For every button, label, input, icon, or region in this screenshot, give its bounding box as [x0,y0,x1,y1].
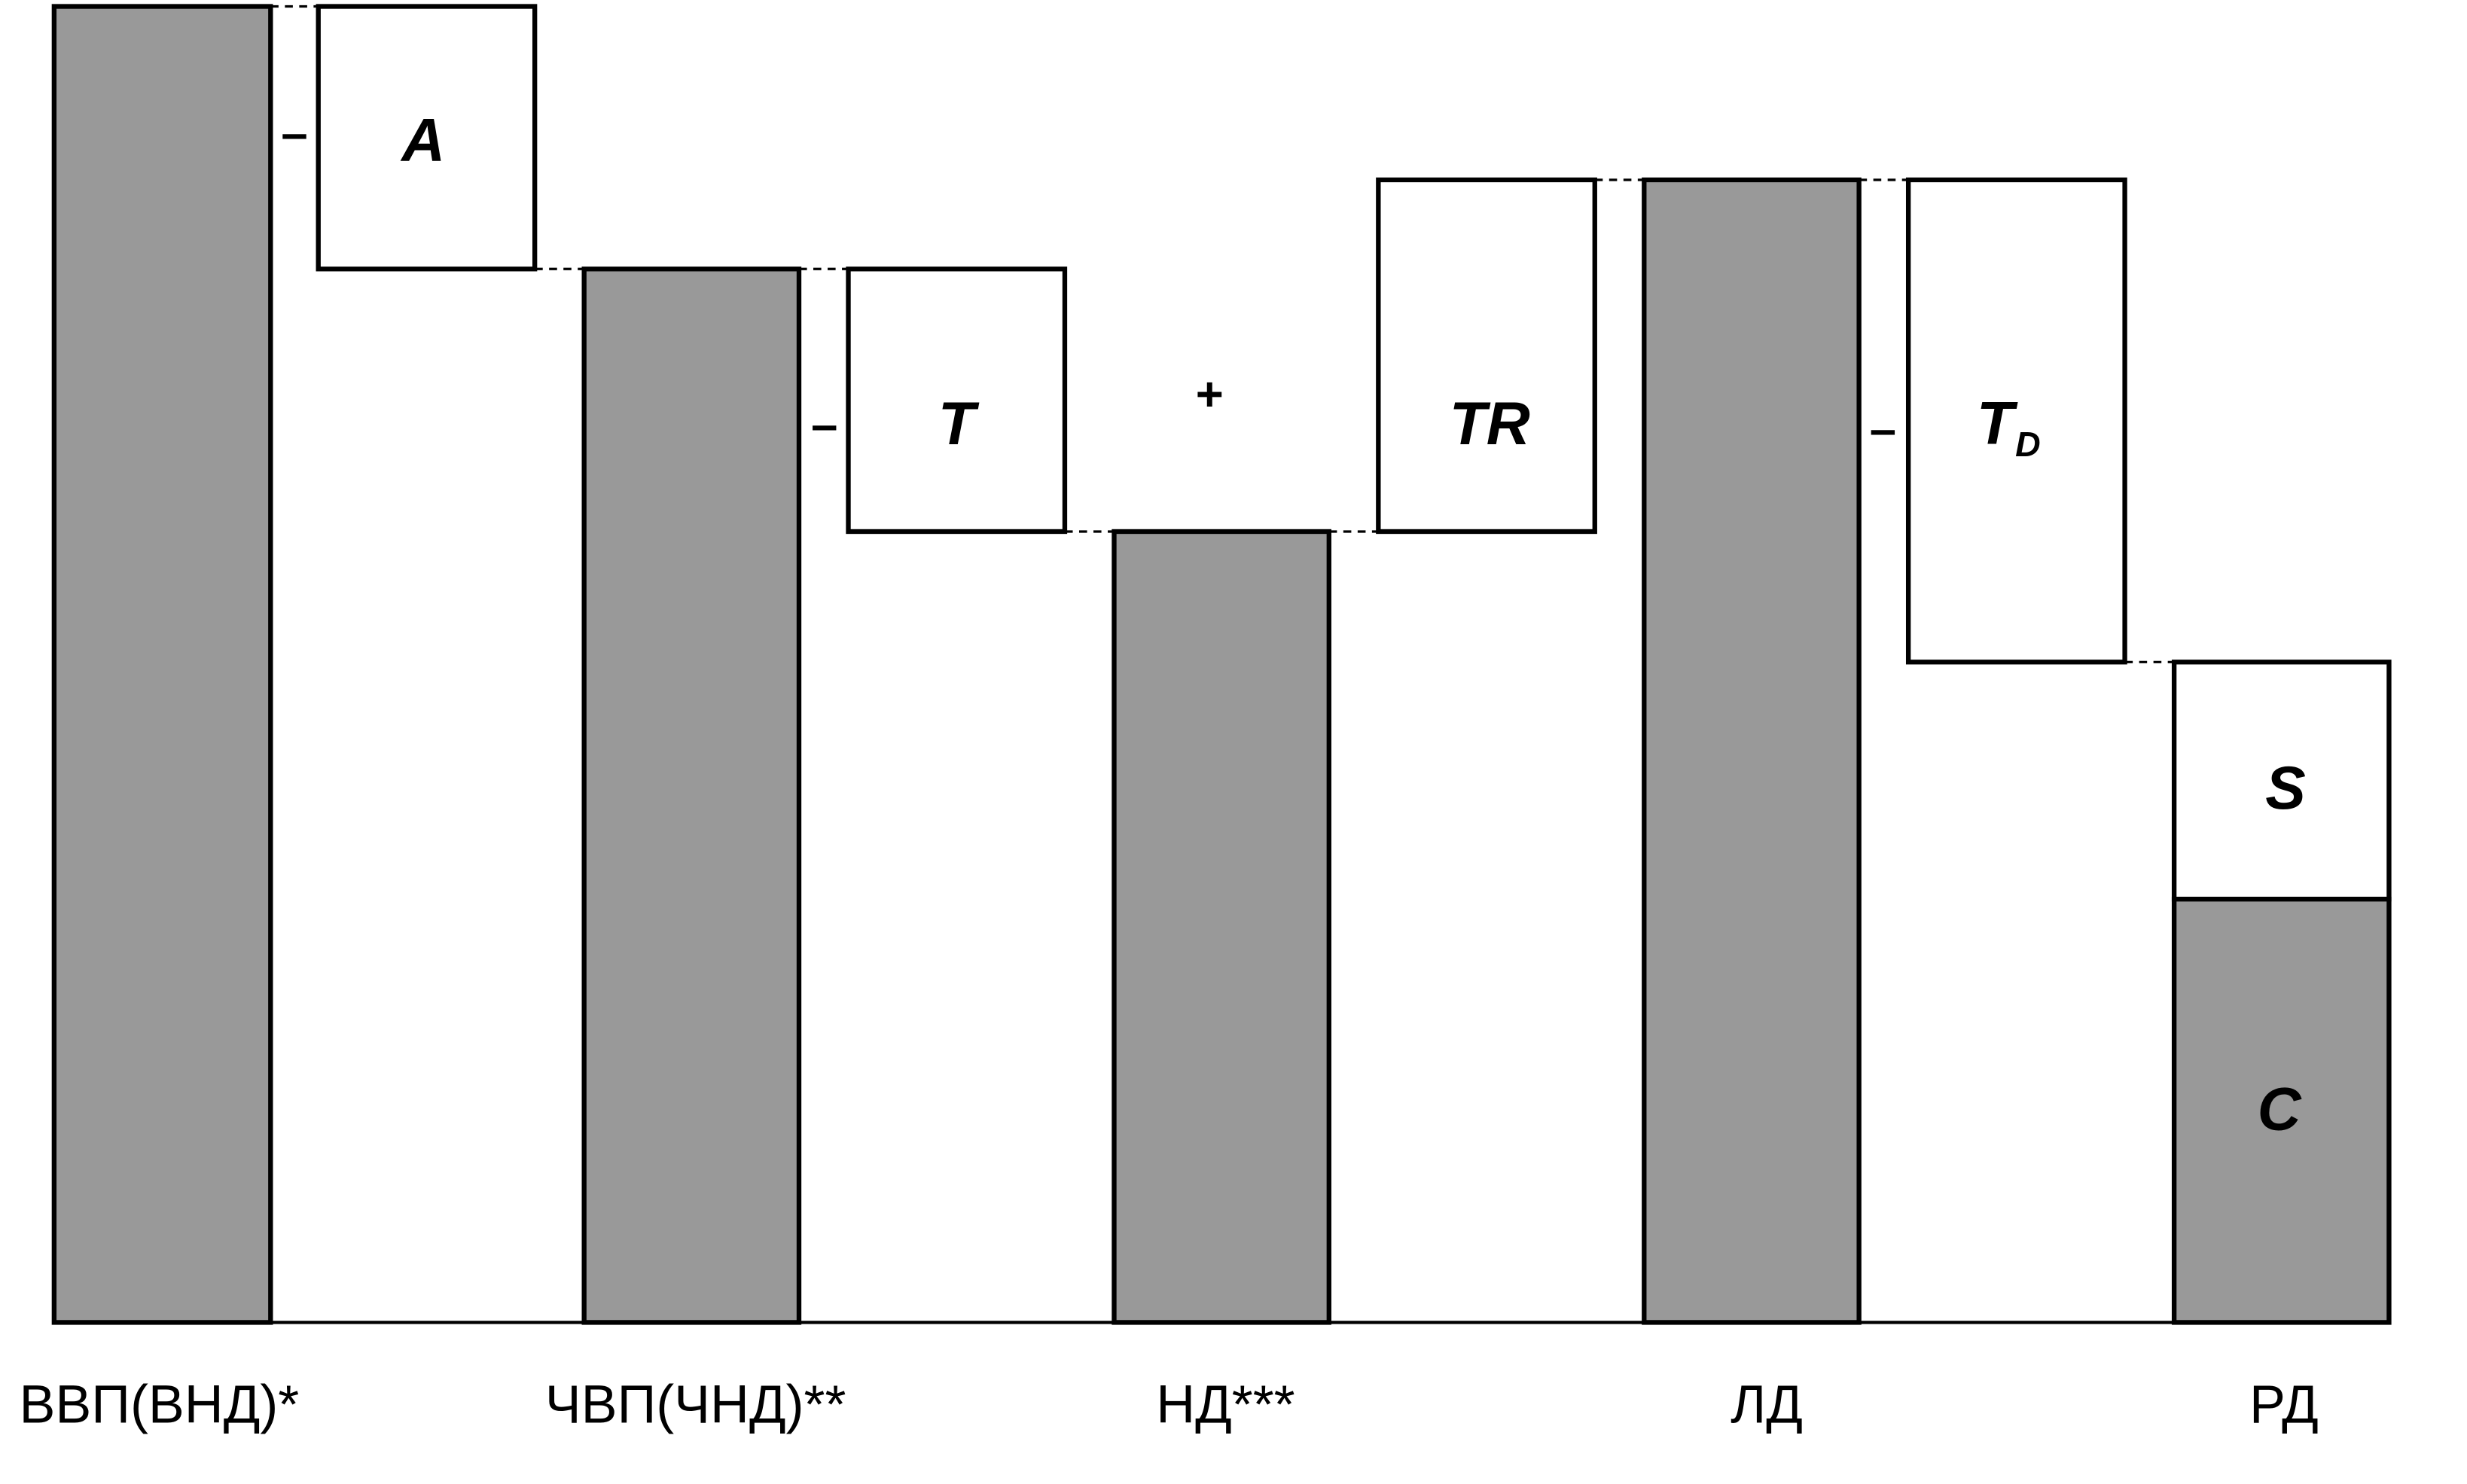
bar-label: ЧВП(ЧНД)** [545,1375,846,1435]
bar [1642,177,1862,1325]
operator: – [281,108,307,160]
bar [581,267,802,1325]
symbol: T [1977,390,2018,458]
box-symbol: TR [1450,390,1530,458]
connectors [270,5,2175,663]
box-symbol: TD [1977,390,2041,464]
bar-label: РД [2249,1375,2319,1435]
bar-part-consumption [2171,897,2392,1325]
subscript: D [2015,425,2041,464]
part-symbol: C [2258,1076,2302,1144]
part-symbol: S [2265,754,2306,822]
box [846,267,1068,535]
bar-label: ЛД [1731,1375,1803,1435]
box [316,4,538,272]
operator: – [1870,404,1896,456]
operator: + [1196,368,1224,421]
bar-label: ВВП(ВНД)* [19,1375,299,1435]
bar [1112,529,1331,1325]
box-symbol: A [400,107,445,175]
box-symbol: T [938,390,980,458]
bar-label: НД*** [1156,1375,1294,1435]
box [1905,177,2127,665]
box [1376,177,1597,535]
bar [51,4,273,1325]
operator: – [811,398,837,451]
